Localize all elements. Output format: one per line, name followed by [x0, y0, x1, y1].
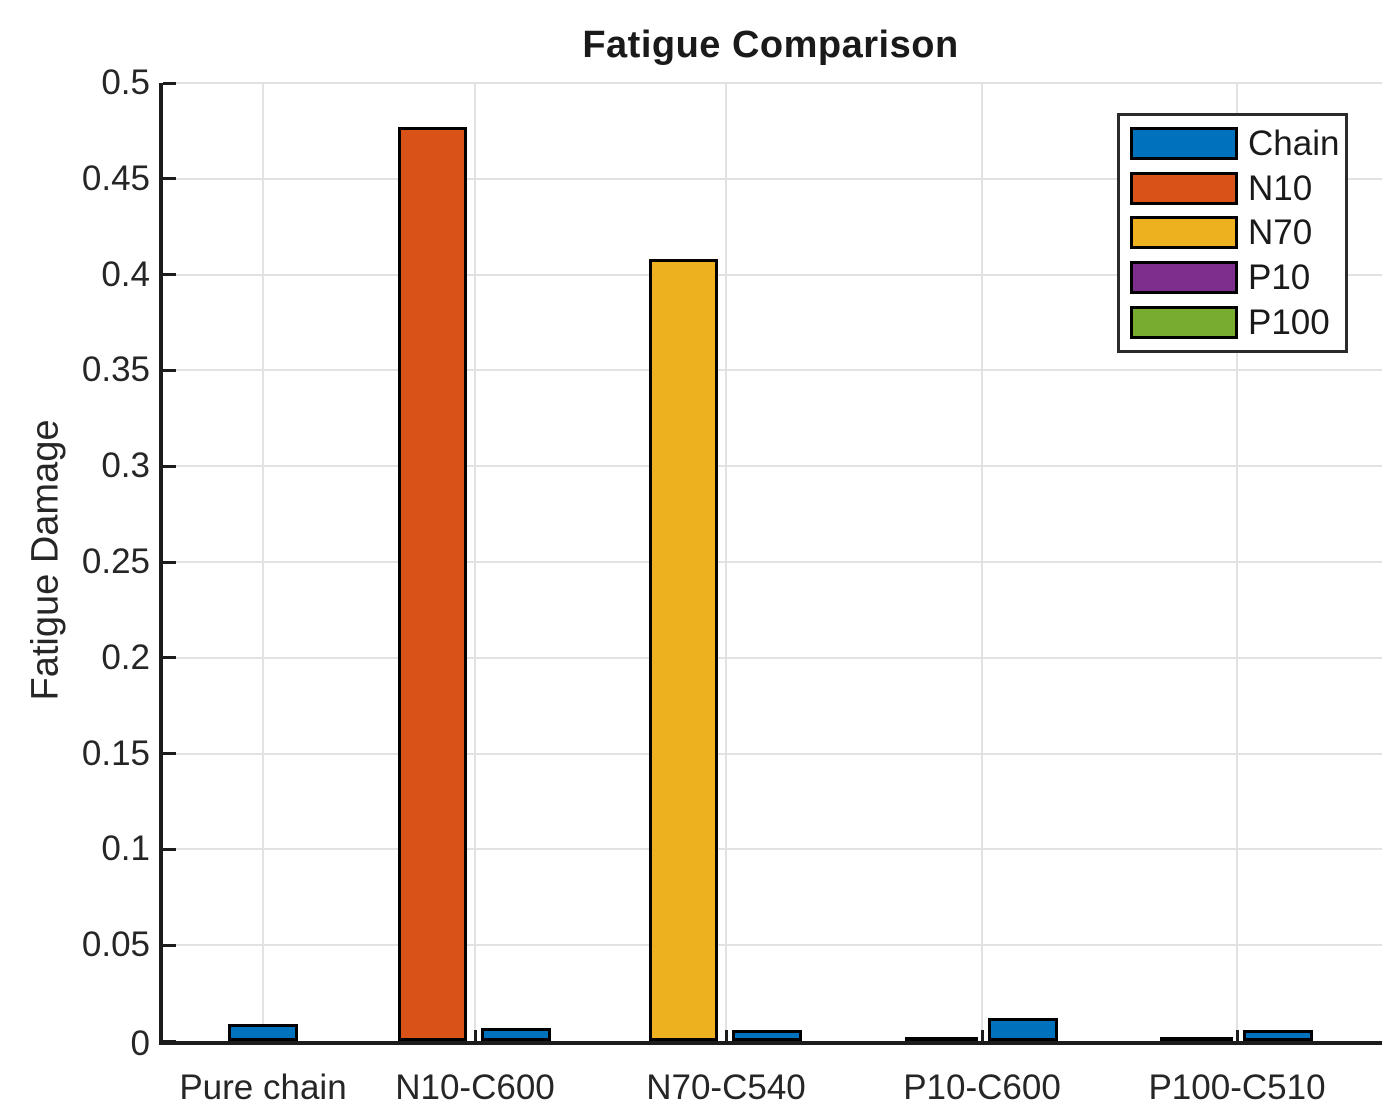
chart-title: Fatigue Comparison	[582, 24, 959, 66]
y-tick-mark	[163, 847, 176, 851]
bar-n70-n70-c540	[649, 259, 718, 1041]
legend-swatch-n10	[1130, 171, 1238, 205]
bar-p100-p100-c510	[1160, 1037, 1233, 1041]
bar-chain-p10-c600	[988, 1018, 1058, 1041]
y-tick-mark	[163, 464, 176, 468]
x-tick-label: P10-C600	[903, 1068, 1061, 1107]
y-tick-mark	[163, 943, 176, 947]
y-tick-label: 0.2	[101, 637, 150, 677]
y-tick-label: 0	[130, 1024, 150, 1063]
legend-label-n10: N10	[1248, 168, 1313, 208]
legend: Chain N10 N70 P10 P100	[1117, 113, 1348, 353]
legend-label-n70: N70	[1248, 213, 1313, 253]
y-tick-label: 0.45	[81, 158, 150, 198]
h-gridline	[163, 465, 1382, 468]
x-tick-mark	[980, 1030, 984, 1041]
y-tick-label: 0.05	[81, 925, 150, 965]
x-tick-mark	[1235, 1030, 1239, 1041]
legend-item-p100: P100	[1130, 305, 1345, 340]
bar-chain-n10-c600	[481, 1028, 551, 1041]
x-tick-label: Pure chain	[179, 1068, 347, 1107]
legend-label-chain: Chain	[1248, 123, 1340, 163]
y-tick-label: 0.3	[101, 446, 150, 486]
h-gridline	[163, 273, 1382, 276]
x-tick-label: N70-C540	[646, 1068, 806, 1107]
x-tick-mark	[473, 1030, 477, 1041]
h-gridline	[163, 369, 1382, 372]
legend-item-n10: N10	[1130, 171, 1345, 206]
legend-swatch-p10	[1130, 261, 1238, 295]
y-tick-mark	[163, 368, 176, 372]
x-tick-mark	[724, 1030, 728, 1041]
y-tick-mark	[163, 273, 176, 277]
h-gridline	[163, 848, 1382, 851]
h-gridline	[163, 561, 1382, 563]
y-tick-label: 0.4	[101, 254, 150, 294]
bar-chain-p100-c510	[1243, 1030, 1313, 1041]
y-tick-label: 0.5	[101, 63, 150, 102]
y-tick-label: 0.15	[81, 733, 150, 773]
legend-label-p10: P10	[1248, 258, 1311, 298]
legend-label-p100: P100	[1248, 303, 1330, 343]
x-tick-label: N10-C600	[395, 1068, 555, 1107]
y-tick-mark	[163, 177, 176, 181]
h-gridline	[163, 177, 1382, 180]
y-tick-label: 0.25	[81, 542, 150, 581]
y-tick-label: 0.35	[81, 350, 150, 390]
legend-item-chain: Chain	[1130, 126, 1345, 161]
legend-swatch-chain	[1130, 126, 1238, 160]
legend-swatch-n70	[1130, 216, 1238, 250]
bar-chain-pure-chain	[228, 1024, 298, 1041]
y-tick-mark	[163, 560, 176, 564]
bar-p10-p10-c600	[905, 1037, 978, 1041]
y-tick-label: 0.1	[101, 829, 150, 869]
legend-item-p10: P10	[1130, 260, 1345, 295]
legend-swatch-p100	[1130, 306, 1238, 340]
y-tick-mark	[163, 81, 176, 85]
h-gridline	[163, 752, 1382, 755]
h-gridline	[163, 82, 1382, 84]
y-tick-mark	[163, 752, 176, 756]
y-tick-mark	[163, 656, 176, 660]
h-gridline	[163, 656, 1382, 659]
bar-chain-n70-c540	[732, 1030, 802, 1041]
x-tick-label: P100-C510	[1148, 1068, 1326, 1107]
legend-item-n70: N70	[1130, 215, 1345, 250]
y-tick-mark	[163, 1039, 176, 1043]
bar-n10-n10-c600	[398, 127, 467, 1041]
h-gridline	[163, 944, 1382, 947]
